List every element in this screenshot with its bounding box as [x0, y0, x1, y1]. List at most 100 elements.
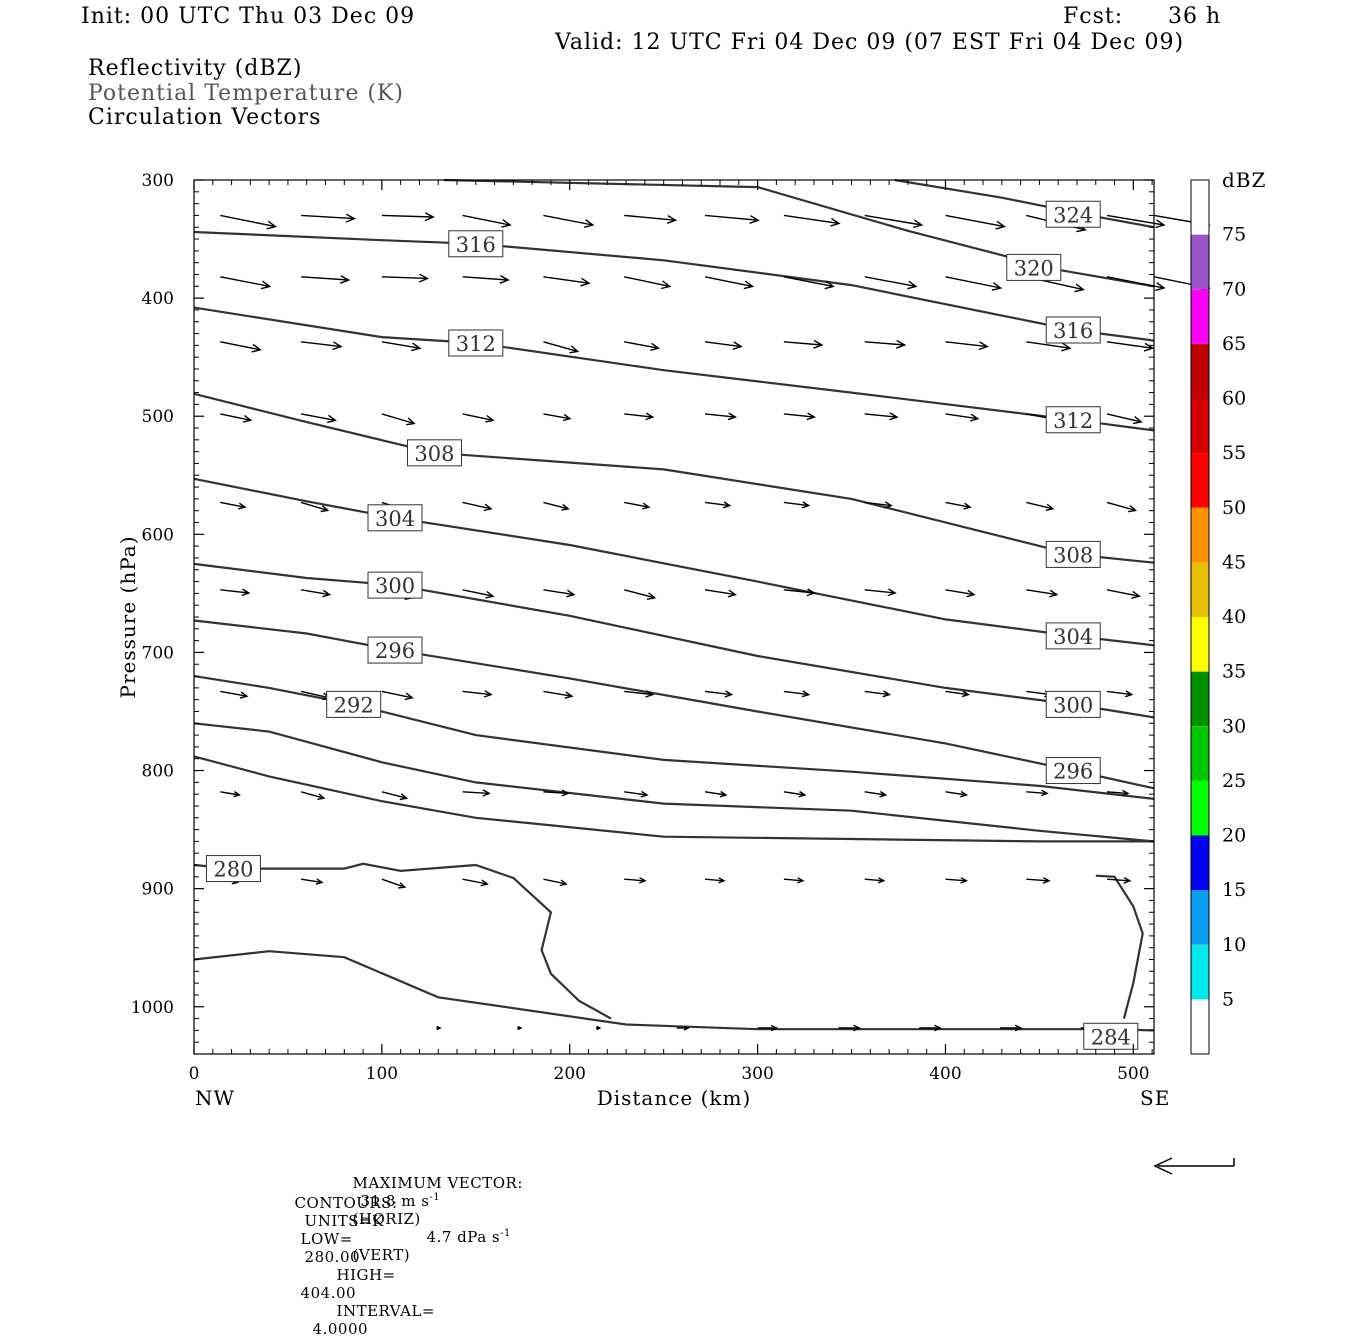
contour-label-box-304 [367, 504, 423, 532]
circulation-vector [864, 588, 897, 597]
circulation-vector [704, 501, 732, 509]
colorbar-swatch [1191, 890, 1209, 945]
circulation-vector [1106, 214, 1166, 229]
circulation-vector [301, 275, 351, 284]
circulation-vector [1026, 501, 1055, 511]
contour-label-box-308 [406, 439, 462, 467]
forecast-label: Fcst: [1063, 4, 1124, 29]
valid-time: Valid: 12 UTC Fri 04 Dec 09 (07 EST Fri … [555, 30, 1185, 55]
contour-label-320: 320 [1014, 256, 1054, 280]
circulation-vector [704, 341, 743, 350]
circulation-vector [462, 274, 510, 284]
isentrope-288 [193, 722, 1155, 843]
circulation-vector [704, 589, 738, 598]
circulation-vector [704, 790, 728, 798]
circulation-vector [300, 589, 332, 598]
circulation-vector [864, 214, 924, 229]
colorbar-tick-label: 55 [1222, 442, 1246, 464]
circulation-vector [381, 878, 407, 889]
legend-reflectivity: Reflectivity (dBZ) [88, 56, 303, 81]
circulation-vector [864, 276, 918, 290]
isentrope-280 [193, 862, 612, 1020]
colorbar-tick-label: 45 [1222, 551, 1246, 573]
circulation-vector [462, 589, 495, 599]
colorbar-tick-label: 75 [1222, 224, 1246, 246]
circulation-vector [543, 501, 570, 511]
x-tick-label: 500 [1117, 1064, 1149, 1084]
circulation-vector [381, 212, 435, 222]
circulation-vector [1106, 413, 1143, 425]
circulation-vector [945, 413, 980, 422]
circulation-vector [1106, 589, 1141, 599]
y-tick-label: 700 [142, 643, 174, 663]
circulation-vector [462, 690, 493, 698]
colorbar-tick-label: 25 [1222, 770, 1246, 792]
circulation-vector [704, 214, 760, 224]
circulation-vector [783, 588, 816, 597]
circulation-vector [624, 877, 647, 884]
circulation-vector [543, 413, 572, 422]
colorbar-tick-label: 35 [1222, 661, 1246, 683]
circulation-vector [624, 501, 651, 510]
contour-label-box-300 [367, 571, 423, 599]
circulation-vector [381, 690, 414, 701]
contour-label-box-312 [1045, 406, 1101, 434]
contours-low-label: LOW= [300, 1230, 353, 1248]
circulation-vector [596, 1025, 602, 1031]
colorbar-tick-label: 5 [1222, 988, 1234, 1010]
isentrope-284 [193, 950, 1155, 1032]
contour-label-box-308 [1045, 540, 1101, 568]
colorbar-tick-label: 10 [1222, 934, 1246, 956]
circulation-vector [704, 690, 734, 698]
circulation-vector [783, 276, 835, 290]
circulation-vector [543, 878, 568, 887]
contour-label-304: 304 [1053, 625, 1093, 649]
contour-label-308: 308 [414, 442, 454, 466]
colorbar-frame [1190, 179, 1210, 1055]
circulation-vector [676, 1025, 690, 1031]
x-end-label-se: SE [1140, 1086, 1170, 1110]
contour-label-box-320 [1006, 253, 1062, 281]
circulation-vector [1026, 589, 1059, 598]
colorbar-unit-label: dBZ [1222, 168, 1266, 192]
colorbar-swatch [1191, 617, 1209, 672]
colorbar-swatch [1191, 726, 1209, 781]
circulation-vector [945, 690, 970, 698]
y-tick-label: 1000 [131, 998, 174, 1018]
circulation-vector [864, 339, 907, 349]
circulation-vector [783, 877, 805, 884]
circulation-vector [624, 589, 657, 600]
circulation-vector [757, 1024, 779, 1032]
circulation-vector [864, 790, 888, 798]
contour-label-box-284 [1083, 1022, 1139, 1050]
circulation-vector [1106, 501, 1138, 513]
colorbar-swatch [1191, 780, 1209, 836]
circulation-vector [783, 501, 811, 509]
colorbar-tick-label: 65 [1222, 333, 1246, 355]
circulation-vector [624, 341, 661, 351]
contour-label-280: 280 [213, 858, 253, 882]
circulation-vector [462, 501, 493, 512]
contour-label-292: 292 [334, 693, 374, 717]
circulation-vector [543, 589, 576, 598]
circulation-vector [300, 791, 326, 800]
circulation-vector [381, 273, 430, 283]
contour-label-312: 312 [456, 332, 496, 356]
circulation-vector [1106, 341, 1155, 352]
isentrope-312 [193, 306, 1155, 432]
legend-circulation-vectors: Circulation Vectors [88, 105, 322, 130]
x-tick-label: 200 [554, 1064, 586, 1084]
isentrope-320 [443, 178, 1155, 288]
colorbar-tick-label: 40 [1222, 606, 1246, 628]
circulation-vector [945, 341, 989, 351]
circulation-vector [624, 690, 655, 698]
circulation-vector [864, 412, 899, 421]
circulation-vector [945, 790, 969, 798]
circulation-vector [301, 341, 343, 351]
circulation-vector [300, 878, 324, 885]
y-tick-label: 500 [142, 407, 174, 427]
contour-label-312: 312 [1053, 409, 1093, 433]
circulation-vector [704, 877, 726, 884]
x-tick-label: 100 [366, 1064, 398, 1084]
isentrope-304 [193, 477, 1155, 647]
